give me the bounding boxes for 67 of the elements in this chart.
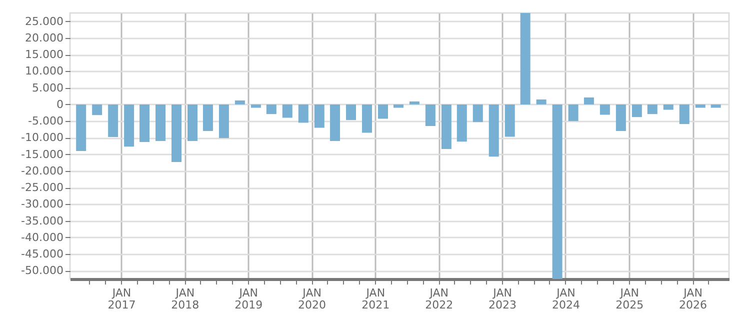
bar <box>536 99 546 104</box>
bar <box>330 104 340 142</box>
bar <box>140 104 150 142</box>
x-tick-label: JAN 2022 <box>425 286 454 312</box>
bar <box>156 104 166 142</box>
bar <box>695 104 706 108</box>
x-tick-label: JAN 2023 <box>488 286 517 312</box>
bar <box>234 100 245 104</box>
bar <box>488 104 499 157</box>
y-tick-label: 25.000 <box>25 14 64 28</box>
y-tick-label: 0 <box>56 98 64 111</box>
bar <box>520 13 530 104</box>
x-tick-label: JAN 2017 <box>108 286 136 312</box>
y-tick-label: -50.000 <box>21 264 64 278</box>
bar <box>266 104 276 114</box>
bar <box>92 104 102 116</box>
bar <box>425 104 436 126</box>
bar <box>378 104 388 119</box>
bar <box>108 104 118 138</box>
bar <box>250 104 261 108</box>
bar <box>172 104 182 162</box>
y-tick-label: -30.000 <box>21 198 64 211</box>
bar <box>710 104 721 108</box>
bar <box>663 104 674 110</box>
bar <box>282 104 292 118</box>
bar <box>393 104 404 108</box>
y-tick-label: -45.000 <box>21 248 64 261</box>
y-tick-label: -5.000 <box>28 114 64 128</box>
bar <box>552 104 562 279</box>
y-tick-label: 20.000 <box>25 31 64 44</box>
bar <box>600 104 610 115</box>
y-tick-label: -15.000 <box>21 148 64 161</box>
x-tick-label: JAN 2019 <box>234 286 263 312</box>
bar <box>76 104 86 151</box>
bar <box>441 104 452 149</box>
bar <box>187 104 198 142</box>
bar <box>679 104 690 124</box>
bar <box>472 104 483 122</box>
bar <box>124 104 134 147</box>
y-tick-label: -35.000 <box>21 214 64 228</box>
bar <box>202 104 213 132</box>
bar <box>409 101 420 104</box>
y-tick-label: 10.000 <box>25 64 64 78</box>
bar <box>362 104 372 133</box>
bar <box>218 104 229 138</box>
x-tick-label: JAN 2021 <box>362 286 390 312</box>
y-tick-label: -40.000 <box>21 230 64 244</box>
bar <box>568 104 578 122</box>
x-tick-label: JAN 2020 <box>298 286 326 312</box>
bar <box>647 104 658 114</box>
bar <box>298 104 308 123</box>
bar <box>346 104 356 120</box>
bar <box>314 104 324 128</box>
bar <box>616 104 626 132</box>
x-tick-label: JAN 2025 <box>616 286 644 312</box>
bar <box>504 104 515 137</box>
x-tick-label: JAN 2018 <box>171 286 200 312</box>
y-tick-label: 15.000 <box>25 48 64 62</box>
bar <box>456 104 467 142</box>
y-tick-label: -20.000 <box>21 164 64 178</box>
y-tick-label: -10.000 <box>21 131 64 144</box>
x-tick-label: JAN 2024 <box>552 286 580 312</box>
bar <box>584 97 594 104</box>
x-tick-label: JAN 2026 <box>679 286 708 312</box>
bar <box>632 104 642 118</box>
y-tick-label: 5.000 <box>32 81 64 94</box>
y-tick-label: -25.000 <box>21 181 64 194</box>
